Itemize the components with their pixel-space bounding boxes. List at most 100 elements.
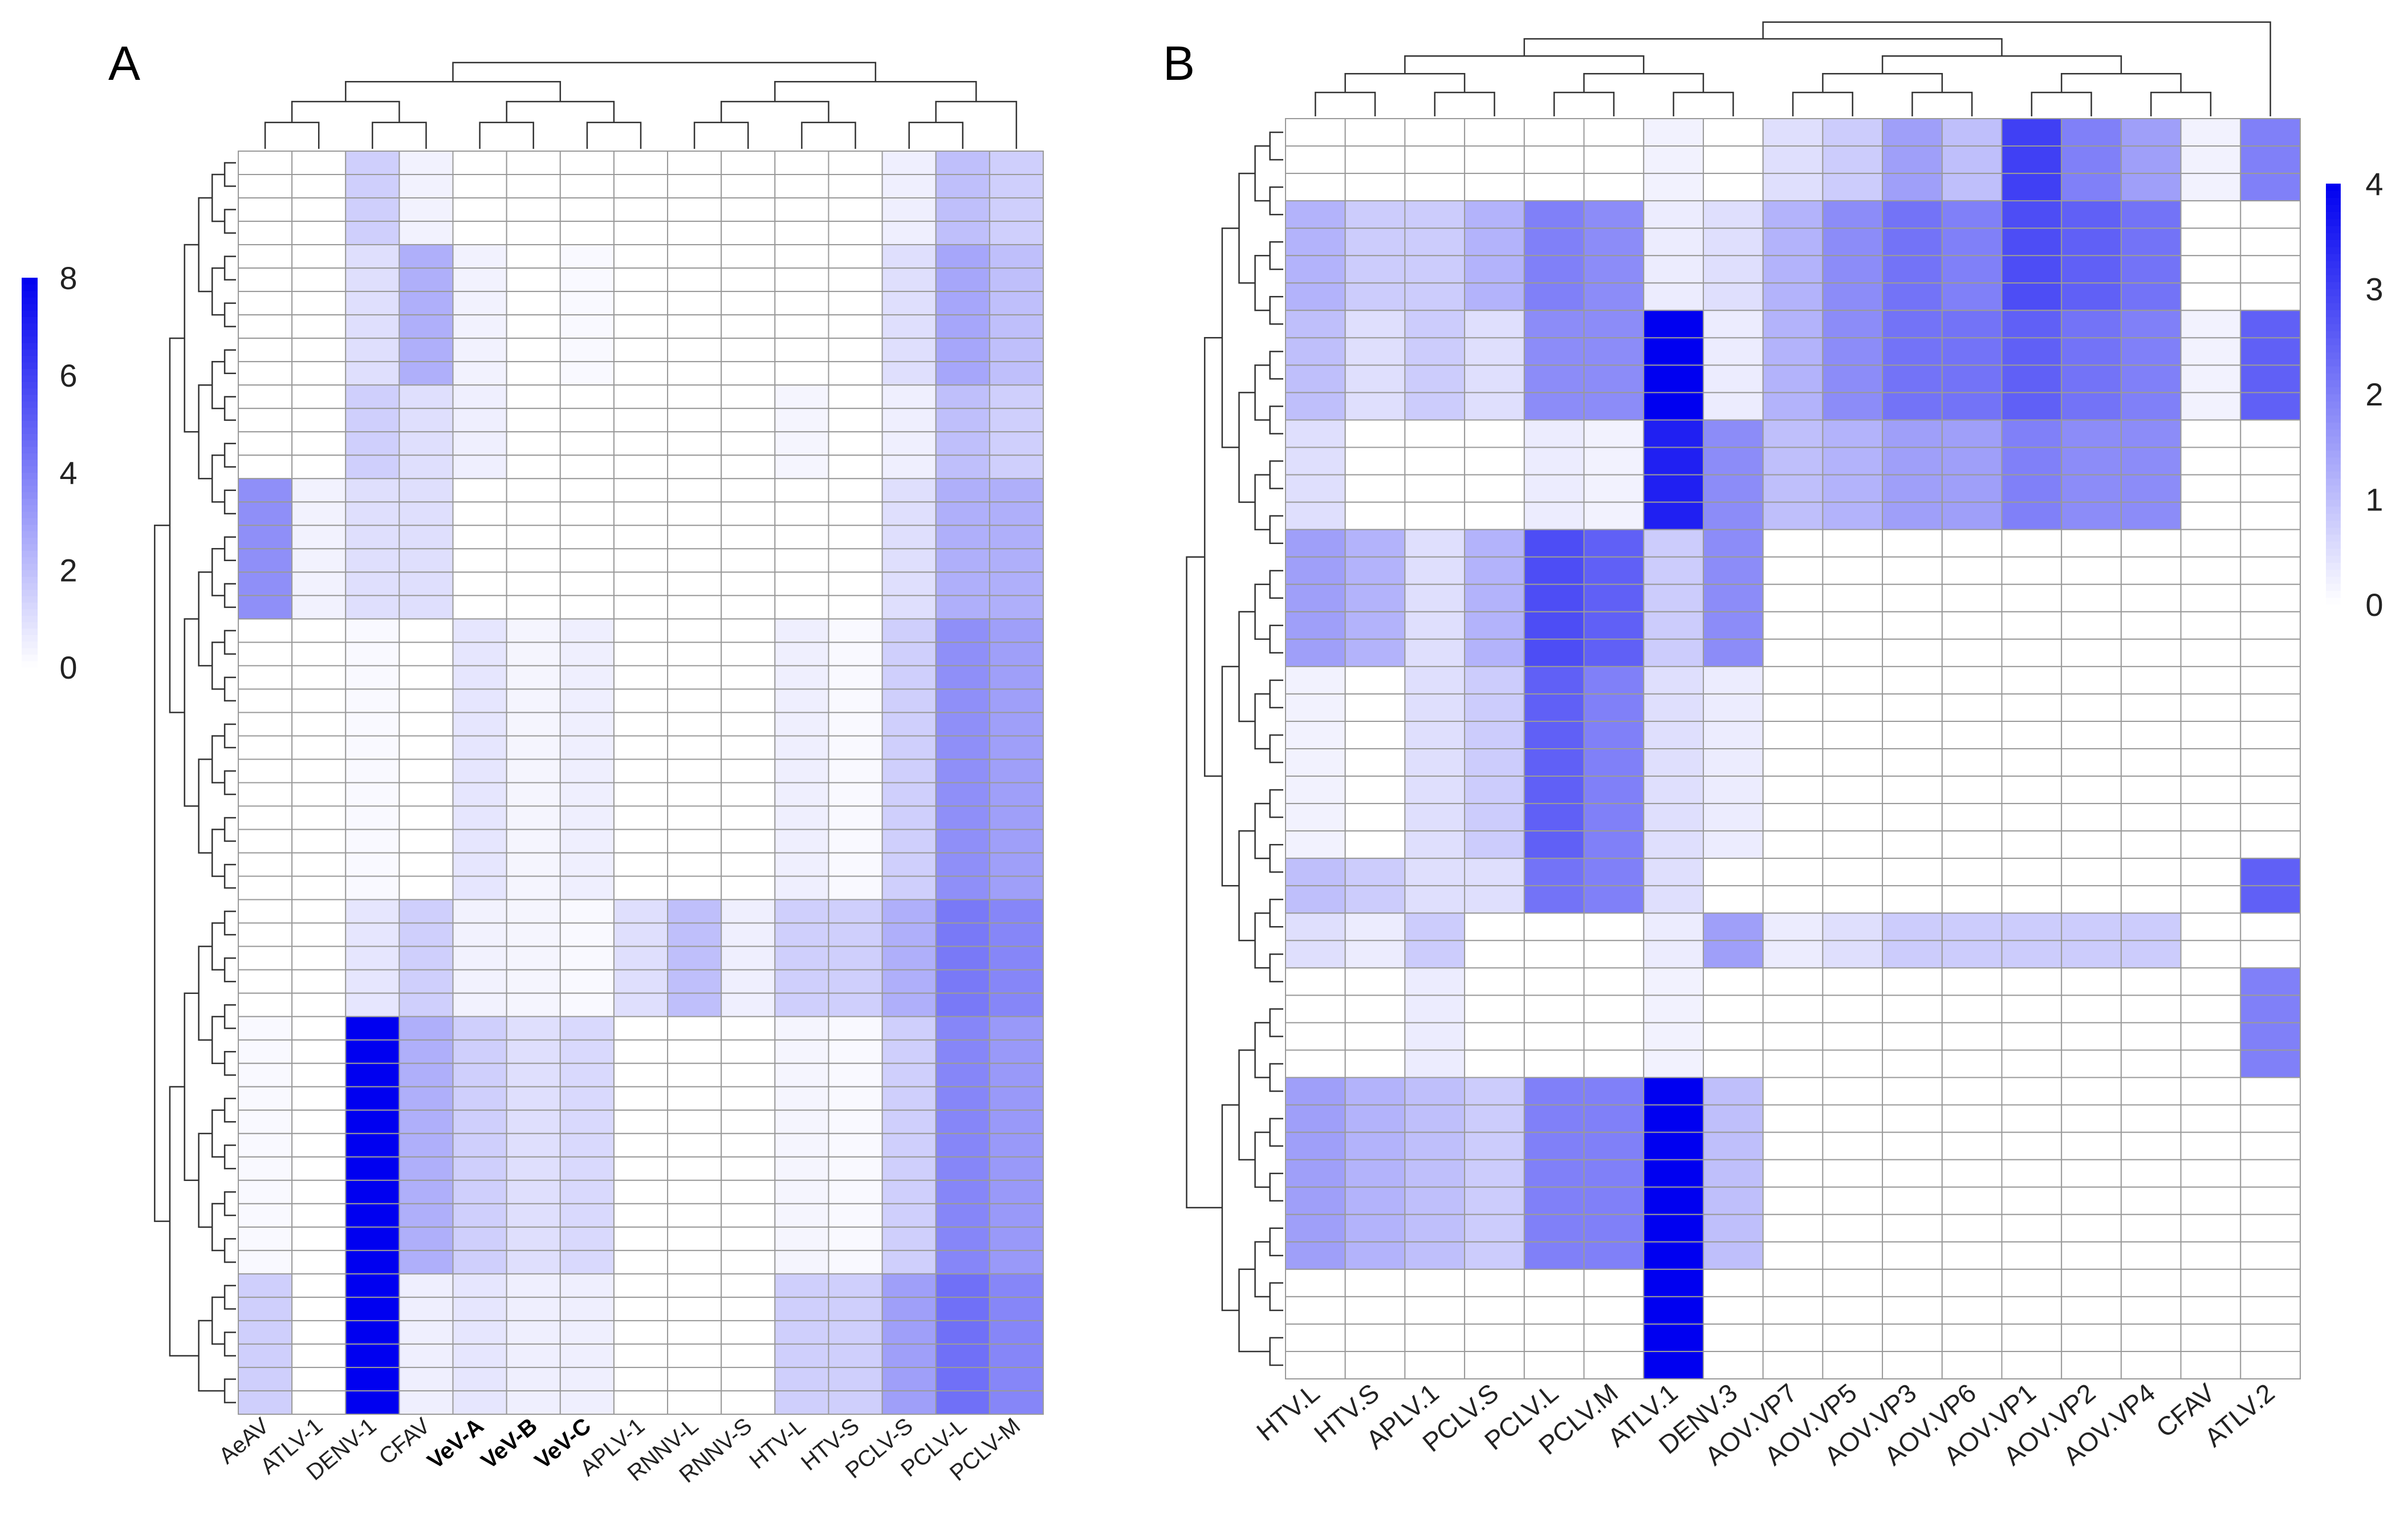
heatmap-cell-b-r26-CFAV [2180, 803, 2242, 832]
heatmap-cell-b-r21-PCLV.M [1583, 665, 1645, 695]
heatmap-cell-b-r3-AOV.VP3 [1882, 173, 1943, 202]
heatmap-cell-a-r38-VeV-B [506, 1016, 561, 1041]
heatmap-cell-b-r37-AOV.VP6 [1941, 1104, 2003, 1133]
heatmap-cell-b-r46-DENV.3 [1702, 1350, 1764, 1379]
heatmap-cell-a-r54-PCLV-S [881, 1390, 937, 1415]
heatmap-cell-a-r32-AeAV [238, 875, 293, 900]
heatmap-cell-b-r23-APLV.1 [1404, 720, 1466, 749]
heatmap-cell-a-r51-DENV-1 [345, 1320, 400, 1345]
legend-color-step [22, 290, 38, 298]
heatmap-cell-a-r23-DENV-1 [345, 665, 400, 690]
heatmap-cell-b-r20-AOV.VP2 [2061, 638, 2122, 667]
heatmap-cell-a-r51-PCLV-S [881, 1320, 937, 1345]
heatmap-cell-a-r18-VeV-B [506, 548, 561, 573]
heatmap-cell-b-r44-CFAV [2180, 1296, 2242, 1325]
heatmap-cell-a-r16-PCLV-L [935, 501, 990, 526]
legend-tick-label: 2 [59, 552, 77, 588]
heatmap-cell-a-r11-VeV-B [506, 384, 561, 409]
heatmap-cell-a-r20-PCLV-M [989, 595, 1044, 620]
heatmap-cell-b-r23-PCLV.M [1583, 720, 1645, 749]
heatmap-cell-b-r13-PCLV.S [1464, 447, 1525, 476]
heatmap-cell-a-r29-PCLV-M [989, 805, 1044, 830]
heatmap-cell-a-r31-HTV-S [828, 852, 883, 877]
heatmap-cell-a-r43-DENV-1 [345, 1133, 400, 1158]
heatmap-cell-a-r16-HTV-L [774, 501, 829, 526]
heatmap-cell-a-r49-RNNV-S [721, 1273, 776, 1298]
legend-color-step [22, 641, 38, 648]
heatmap-cell-b-r35-ATLV.2 [2240, 1049, 2301, 1078]
heatmap-cell-a-r9-VeV-A [452, 338, 507, 363]
heatmap-cell-b-r31-AOV.VP3 [1882, 940, 1943, 969]
heatmap-cell-b-r40-ATLV.1 [1643, 1186, 1704, 1215]
row-dendrogram-branch [184, 618, 199, 807]
heatmap-cell-b-r15-ATLV.1 [1643, 501, 1704, 530]
heatmap-cell-b-r38-DENV.3 [1702, 1131, 1764, 1160]
heatmap-cell-b-r41-PCLV.M [1583, 1214, 1645, 1243]
heatmap-cell-b-r43-PCLV.M [1583, 1268, 1645, 1297]
heatmap-cell-b-r24-AOV.VP3 [1882, 748, 1943, 777]
heatmap-cell-a-r33-PCLV-L [935, 899, 990, 924]
row-dendrogram-branch [223, 162, 236, 187]
heatmap-cell-a-r25-PCLV-L [935, 712, 990, 737]
heatmap-cell-b-r29-AOV.VP4 [2120, 885, 2182, 914]
heatmap-cell-b-r39-AOV.VP5 [1822, 1159, 1884, 1188]
heatmap-cell-b-r13-AOV.VP6 [1941, 447, 2003, 476]
heatmap-cell-a-r32-VeV-B [506, 875, 561, 900]
heatmap-cell-b-r42-AOV.VP7 [1762, 1241, 1824, 1270]
heatmap-cell-a-r45-PCLV-L [935, 1179, 990, 1204]
heatmap-cell-a-r7-AeAV [238, 291, 293, 316]
heatmap-cell-a-r29-ATLV-1 [291, 805, 347, 830]
heatmap-cell-b-r21-HTV.S [1344, 665, 1406, 695]
heatmap-cell-a-r49-VeV-A [452, 1273, 507, 1298]
heatmap-cell-b-r34-PCLV.M [1583, 1022, 1645, 1051]
heatmap-cell-b-r19-ATLV.2 [2240, 611, 2301, 640]
heatmap-cell-a-r41-PCLV-M [989, 1086, 1044, 1111]
panel-b-column-dendrogram [1315, 21, 2271, 116]
legend-color-step [2326, 597, 2341, 605]
legend-color-step [2326, 267, 2341, 275]
heatmap-cell-b-r10-ATLV.1 [1643, 364, 1704, 393]
heatmap-cell-a-r2-VeV-B [506, 174, 561, 199]
heatmap-cell-a-r26-APLV-1 [613, 735, 669, 760]
heatmap-cell-b-r22-AOV.VP4 [2120, 693, 2182, 722]
row-dendrogram-branch [198, 945, 213, 1041]
heatmap-cell-a-r31-DENV-1 [345, 852, 400, 877]
heatmap-cell-a-r2-HTV-S [828, 174, 883, 199]
column-dendrogram-branch [908, 121, 964, 149]
heatmap-cell-a-r34-PCLV-S [881, 922, 937, 947]
legend-color-step [2326, 274, 2341, 282]
heatmap-cell-b-r18-PCLV.L [1523, 583, 1585, 612]
row-dendrogram-branch [1269, 515, 1283, 544]
heatmap-cell-a-r47-ATLV-1 [291, 1226, 347, 1251]
heatmap-cell-b-r33-AOV.VP5 [1822, 995, 1884, 1024]
heatmap-cell-a-r6-VeV-B [506, 267, 561, 293]
heatmap-cell-a-r6-PCLV-M [989, 267, 1044, 293]
heatmap-cell-b-r45-APLV.1 [1404, 1323, 1466, 1352]
heatmap-cell-a-r24-PCLV-S [881, 688, 937, 713]
heatmap-cell-b-r21-CFAV [2180, 665, 2242, 695]
heatmap-cell-a-r18-DENV-1 [345, 548, 400, 573]
legend-color-step [2326, 527, 2341, 535]
legend-tick-label: 0 [59, 650, 77, 685]
heatmap-cell-b-r42-ATLV.2 [2240, 1241, 2301, 1270]
heatmap-cell-b-r11-AOV.VP1 [2001, 392, 2063, 421]
heatmap-cell-a-r9-APLV-1 [613, 338, 669, 363]
legend-tick-label: 6 [59, 358, 77, 393]
heatmap-cell-a-r51-RNNV-S [721, 1320, 776, 1345]
heatmap-cell-b-r20-PCLV.L [1523, 638, 1585, 667]
heatmap-cell-b-r45-PCLV.L [1523, 1323, 1585, 1352]
heatmap-cell-b-r21-HTV.L [1285, 665, 1346, 695]
heatmap-cell-b-r32-ATLV.1 [1643, 967, 1704, 996]
heatmap-cell-a-r43-HTV-S [828, 1133, 883, 1158]
heatmap-cell-b-r8-AOV.VP7 [1762, 310, 1824, 339]
heatmap-cell-a-r11-VeV-A [452, 384, 507, 409]
row-dendrogram-branch [1254, 802, 1270, 859]
heatmap-cell-b-r35-AOV.VP5 [1822, 1049, 1884, 1078]
heatmap-cell-a-r48-PCLV-M [989, 1249, 1044, 1275]
heatmap-cell-b-r40-AOV.VP2 [2061, 1186, 2122, 1215]
heatmap-cell-a-r28-HTV-L [774, 782, 829, 807]
heatmap-cell-a-r49-ATLV-1 [291, 1273, 347, 1298]
heatmap-cell-b-r32-AOV.VP3 [1882, 967, 1943, 996]
heatmap-cell-a-r7-DENV-1 [345, 291, 400, 316]
heatmap-cell-a-r18-RNNV-S [721, 548, 776, 573]
